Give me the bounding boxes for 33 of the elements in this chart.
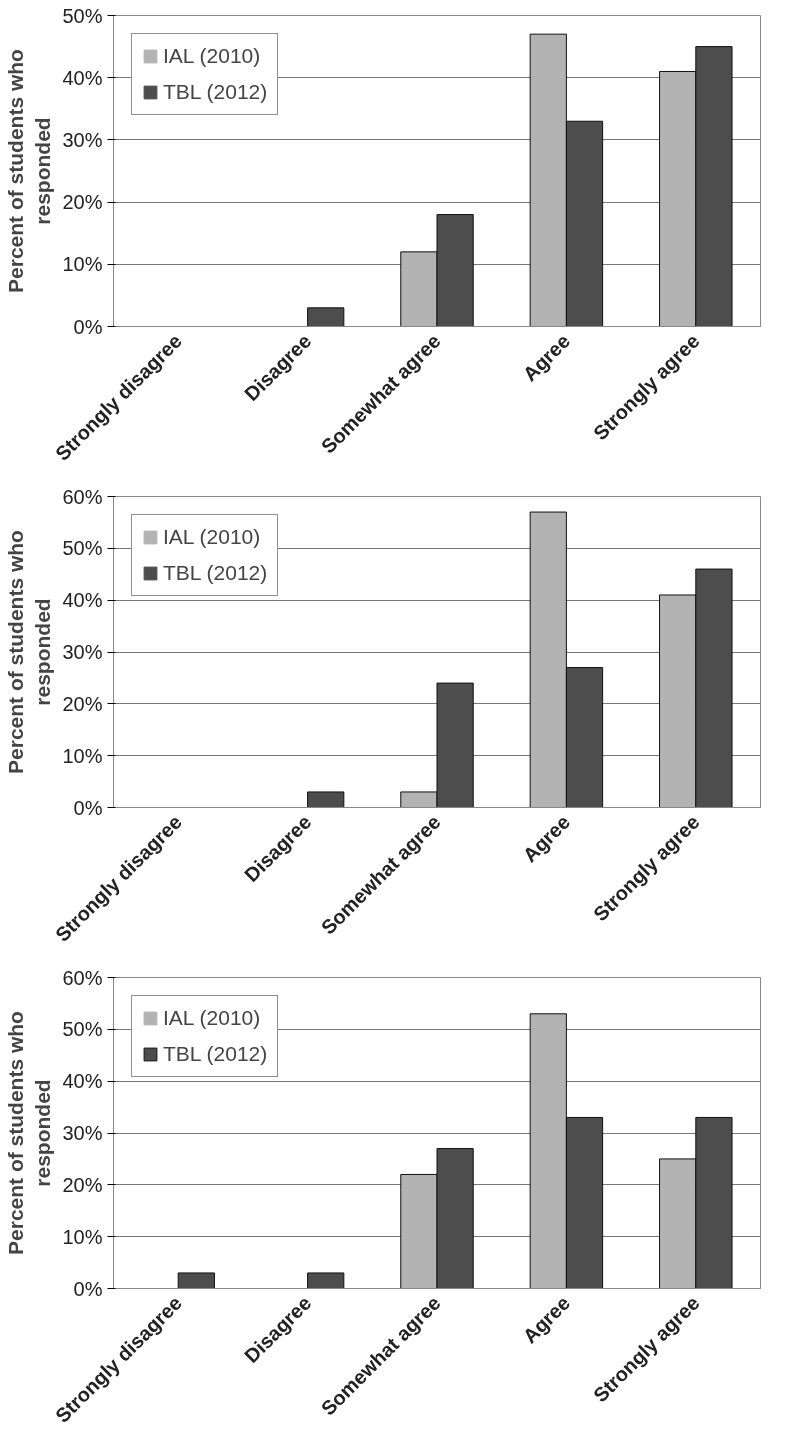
bar [307, 307, 345, 327]
y-tick-label: 0% [73, 796, 103, 819]
y-tick-label: 40% [62, 589, 103, 612]
legend-label: TBL (2012) [163, 1042, 268, 1066]
legend-label: TBL (2012) [163, 80, 268, 104]
legend-label: TBL (2012) [163, 561, 268, 585]
y-tick-label: 10% [62, 253, 103, 276]
y-tick-label: 60% [62, 485, 103, 508]
y-tick-label: 10% [62, 1225, 103, 1248]
y-tick-label: 20% [62, 692, 103, 715]
y-axis-title: Percent of students who responded [3, 1011, 55, 1255]
y-tick-label: 20% [62, 1173, 103, 1196]
y-tick-label: 60% [62, 966, 103, 989]
y-tick-label: 30% [62, 1122, 103, 1144]
bar [307, 1272, 345, 1289]
legend-label: IAL (2010) [163, 525, 261, 549]
y-tick-label: 0% [73, 315, 103, 338]
y-tick-label: 0% [73, 1277, 103, 1300]
legend-label: IAL (2010) [163, 44, 261, 68]
y-tick-label: 40% [62, 1070, 103, 1093]
y-axis-title: Percent of students who responded [3, 49, 55, 293]
y-tick-label: 30% [62, 128, 103, 151]
y-tick-label: 50% [62, 4, 103, 27]
y-tick-label: 50% [62, 537, 103, 560]
bar [307, 791, 345, 808]
y-tick-label: 30% [62, 641, 103, 663]
y-tick-label: 20% [62, 191, 103, 214]
legend-label: IAL (2010) [163, 1006, 261, 1030]
y-axis-title: Percent of students who responded [3, 530, 55, 774]
y-tick-label: 50% [62, 1018, 103, 1041]
y-tick-label: 40% [62, 66, 103, 89]
bar [177, 1272, 215, 1289]
y-tick-label: 10% [62, 744, 103, 767]
